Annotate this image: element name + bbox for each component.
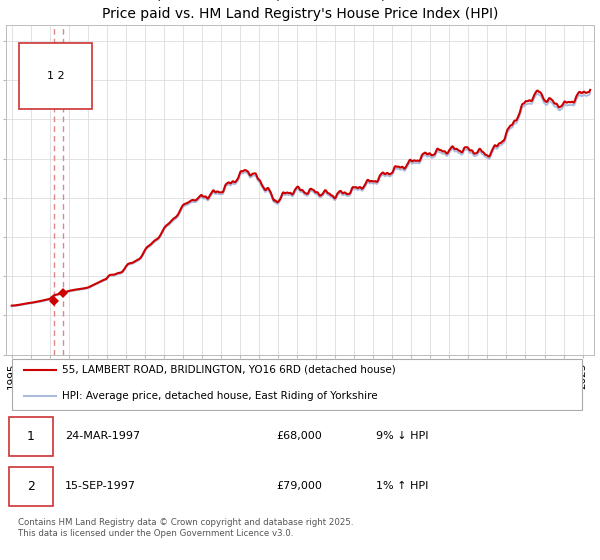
Text: 1% ↑ HPI: 1% ↑ HPI <box>376 481 429 491</box>
FancyBboxPatch shape <box>9 417 53 456</box>
Text: 55, LAMBERT ROAD, BRIDLINGTON, YO16 6RD (detached house): 55, LAMBERT ROAD, BRIDLINGTON, YO16 6RD … <box>62 365 395 375</box>
FancyBboxPatch shape <box>9 466 53 506</box>
Text: 24-MAR-1997: 24-MAR-1997 <box>65 431 140 441</box>
Text: £79,000: £79,000 <box>277 481 322 491</box>
Title: 55, LAMBERT ROAD, BRIDLINGTON, YO16 6RD
Price paid vs. HM Land Registry's House : 55, LAMBERT ROAD, BRIDLINGTON, YO16 6RD … <box>102 0 498 21</box>
Text: Contains HM Land Registry data © Crown copyright and database right 2025.
This d: Contains HM Land Registry data © Crown c… <box>18 517 353 538</box>
Text: 15-SEP-1997: 15-SEP-1997 <box>65 481 136 491</box>
Text: 9% ↓ HPI: 9% ↓ HPI <box>376 431 429 441</box>
Text: £68,000: £68,000 <box>277 431 322 441</box>
Text: 1: 1 <box>27 430 35 443</box>
FancyBboxPatch shape <box>12 358 582 409</box>
Text: 2: 2 <box>27 480 35 493</box>
Text: 1 2: 1 2 <box>47 71 65 81</box>
Text: HPI: Average price, detached house, East Riding of Yorkshire: HPI: Average price, detached house, East… <box>62 391 377 401</box>
